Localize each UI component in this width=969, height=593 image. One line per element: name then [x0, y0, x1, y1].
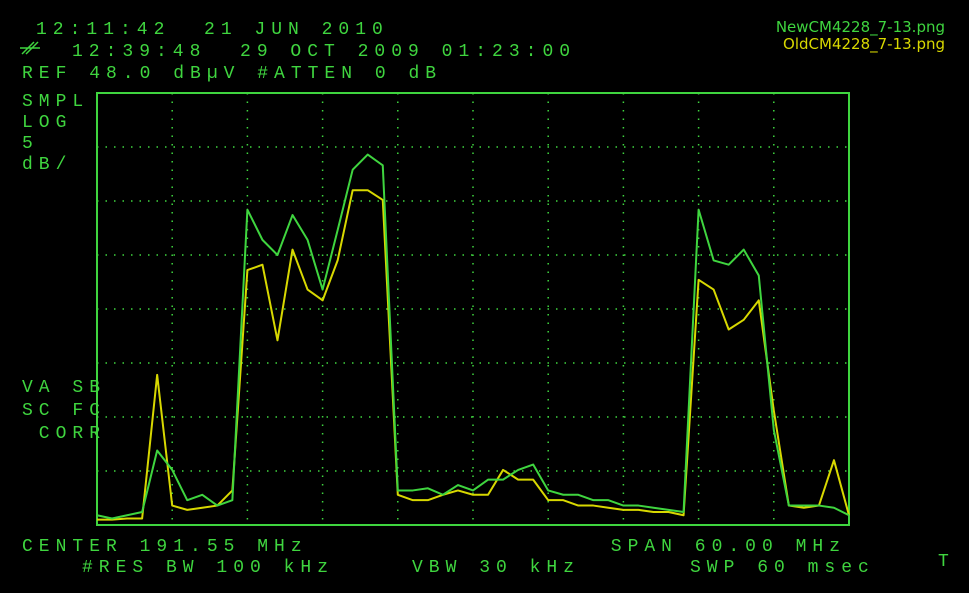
legend-entry: OldCM4228_7-13.png	[783, 35, 945, 54]
save-icon	[20, 41, 40, 55]
left-label: 5	[22, 134, 39, 154]
center-freq: CENTER 191.55 MHz	[22, 537, 308, 557]
left-label: CORR	[22, 424, 106, 444]
time: 12:11:42 21 JUN 2010	[36, 20, 389, 40]
reference: REF 48.0 dBµV #ATTEN 0 dB	[22, 64, 442, 84]
left-label: LOG	[22, 113, 72, 133]
trace	[96, 153, 850, 520]
saved-time: 12:39:48 29 OCT 2009 01:23:00	[72, 42, 576, 62]
plot-frame	[96, 92, 850, 526]
left-label: SC FC	[22, 401, 106, 421]
span: SPAN 60.00 MHz	[611, 537, 846, 557]
sweep: SWP 60 msec	[690, 558, 875, 578]
left-label: SMPL	[22, 92, 89, 112]
trace	[97, 189, 850, 521]
marker: T	[938, 552, 955, 572]
legend-entry: NewCM4228_7-13.png	[776, 18, 945, 37]
vbw: VBW 30 kHz	[412, 558, 580, 578]
left-label: dB/	[22, 155, 72, 175]
left-label: VA SB	[22, 378, 106, 398]
rbw: #RES BW 100 kHz	[82, 558, 334, 578]
